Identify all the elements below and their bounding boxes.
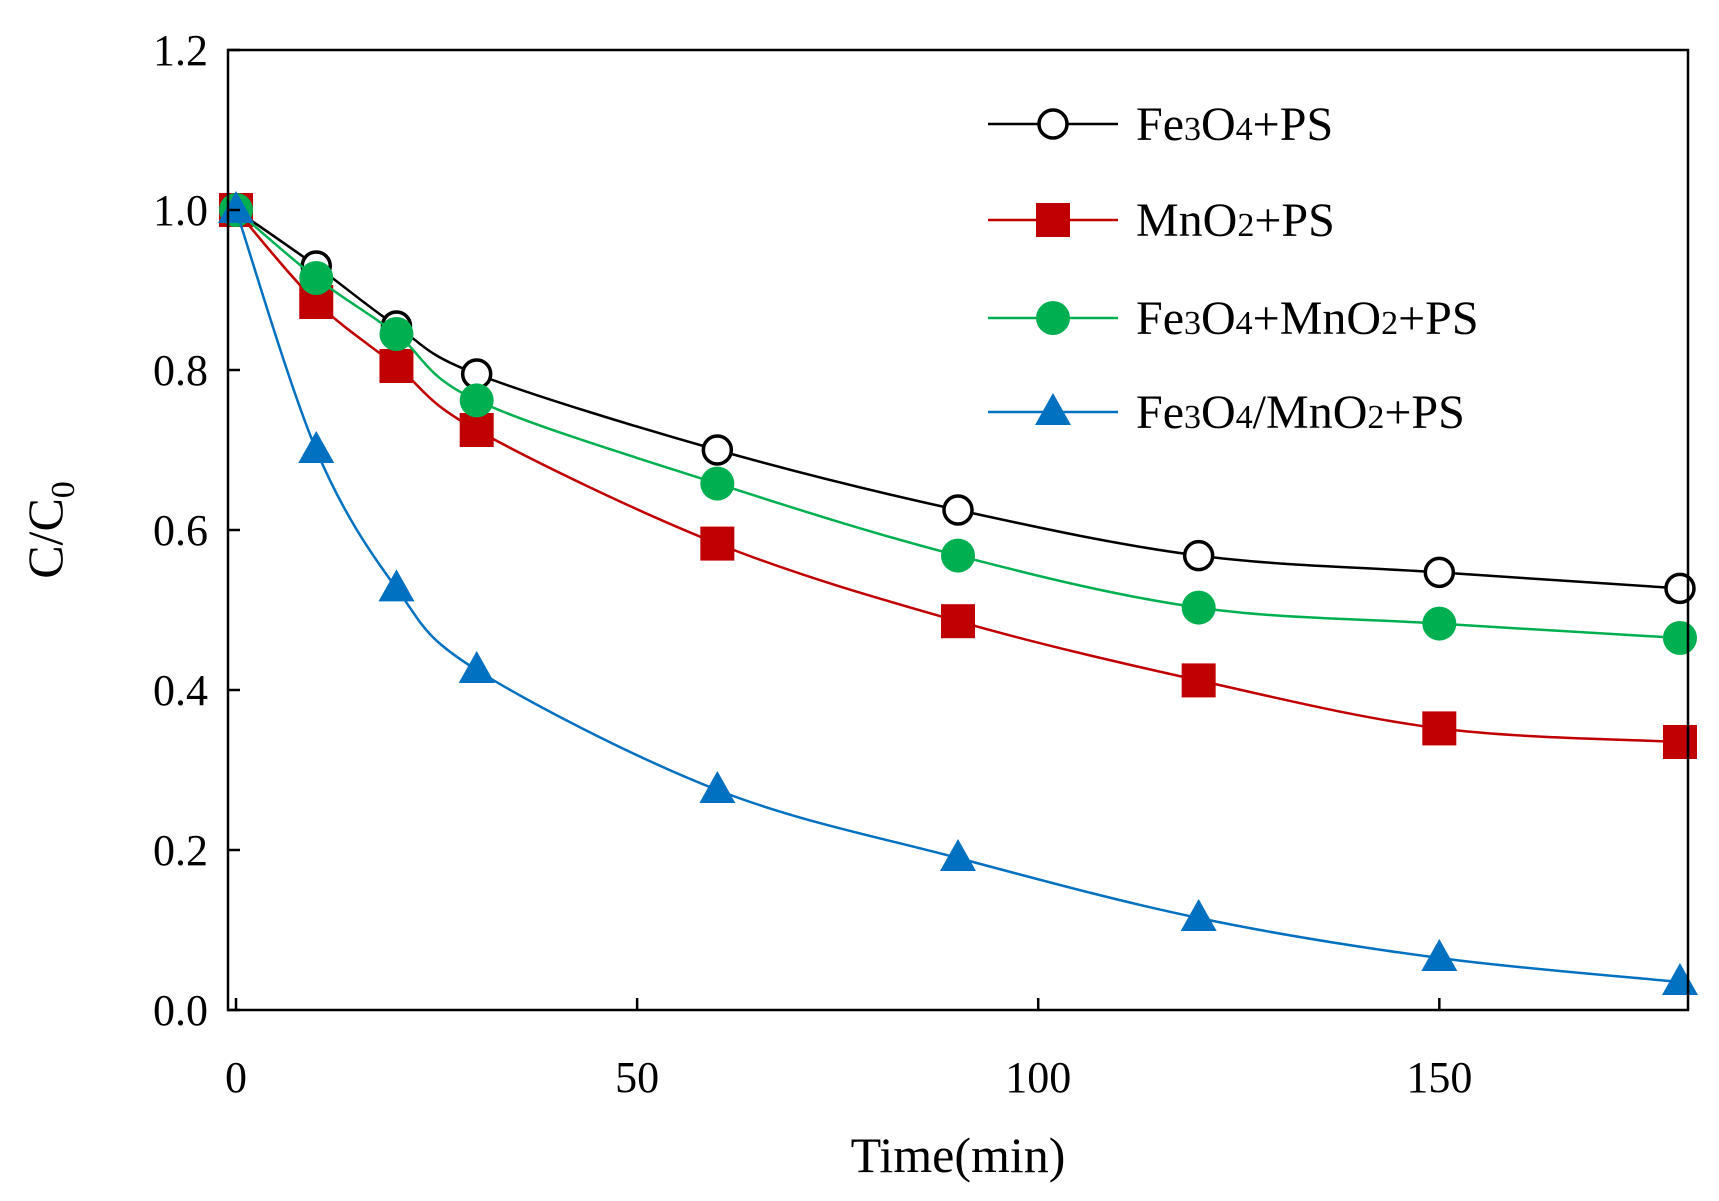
x-tick-label: 150 <box>1406 1053 1472 1102</box>
data-point <box>378 569 415 602</box>
data-point <box>700 526 735 561</box>
y-tick-label: 1.0 <box>153 186 208 235</box>
legend-marker <box>1037 108 1069 140</box>
series-2 <box>219 193 1697 759</box>
y-tick-label: 0.2 <box>153 826 208 875</box>
data-point <box>940 839 976 871</box>
legend-item: Fe3O4/MnO2+PS <box>988 386 1465 439</box>
data-point <box>379 349 414 383</box>
legend-marker <box>1036 301 1070 335</box>
legend-label: Fe3O4/MnO2+PS <box>1136 386 1465 439</box>
data-point <box>298 431 335 463</box>
data-point <box>700 466 735 501</box>
data-point <box>1664 572 1696 605</box>
data-point <box>1422 711 1457 746</box>
y-axis-title-sub: 0 <box>45 481 82 498</box>
data-point <box>942 494 974 526</box>
legend-marker <box>1035 393 1071 425</box>
data-point <box>1181 590 1216 625</box>
series-line <box>235 208 1681 590</box>
data-point <box>699 771 736 803</box>
y-axis: 0.0 0.2 0.4 0.6 0.8 1.0 1.2 <box>153 26 240 1035</box>
data-point <box>299 261 334 295</box>
y-tick-label: 0.8 <box>153 346 208 395</box>
legend-item: MnO2+PS <box>988 194 1335 247</box>
data-point <box>1423 556 1456 589</box>
data-point <box>941 538 975 573</box>
y-axis-title: C/C0 <box>17 481 82 579</box>
series-line <box>235 209 1681 640</box>
series-line <box>234 209 1681 984</box>
y-tick-label: 0.0 <box>153 986 208 1035</box>
legend-label: Fe3O4+PS <box>1136 98 1333 151</box>
y-tick-label: 0.6 <box>153 506 208 555</box>
x-tick-label: 100 <box>1005 1053 1071 1102</box>
data-point <box>1422 606 1457 641</box>
data-point <box>941 604 975 639</box>
x-axis: 0 50 100 150 <box>225 998 1472 1102</box>
legend-label: Fe3O4+MnO2+PS <box>1136 292 1479 345</box>
x-tick-label: 0 <box>225 1053 247 1102</box>
x-tick-label: 50 <box>615 1053 659 1102</box>
data-point <box>1662 725 1697 759</box>
legend-item: Fe3O4+PS <box>988 98 1333 151</box>
data-point <box>459 413 494 447</box>
series-3 <box>219 193 1697 655</box>
legend-marker <box>1036 203 1070 237</box>
data-point <box>1181 663 1216 698</box>
y-tick-label: 1.2 <box>153 26 208 75</box>
series-line <box>235 209 1681 744</box>
y-tick-label: 0.4 <box>153 666 208 715</box>
data-point <box>379 317 414 351</box>
legend-label: MnO2+PS <box>1136 194 1335 247</box>
x-axis-title: Time(min) <box>851 1127 1066 1183</box>
data-point <box>701 434 734 466</box>
y-axis-title-main: C/C <box>17 498 73 579</box>
legend-item: Fe3O4+MnO2+PS <box>988 292 1479 345</box>
data-point <box>1662 621 1697 655</box>
data-point <box>458 651 495 683</box>
data-point <box>1182 539 1215 572</box>
data-point <box>1661 963 1698 995</box>
data-point <box>459 383 494 418</box>
data-point <box>1421 939 1458 971</box>
data-point <box>1180 899 1217 931</box>
series-layer <box>218 191 1698 995</box>
legend: Fe3O4+PS MnO2+PS Fe3O4+MnO2+PS Fe3O4/MnO2+P… <box>988 98 1479 439</box>
